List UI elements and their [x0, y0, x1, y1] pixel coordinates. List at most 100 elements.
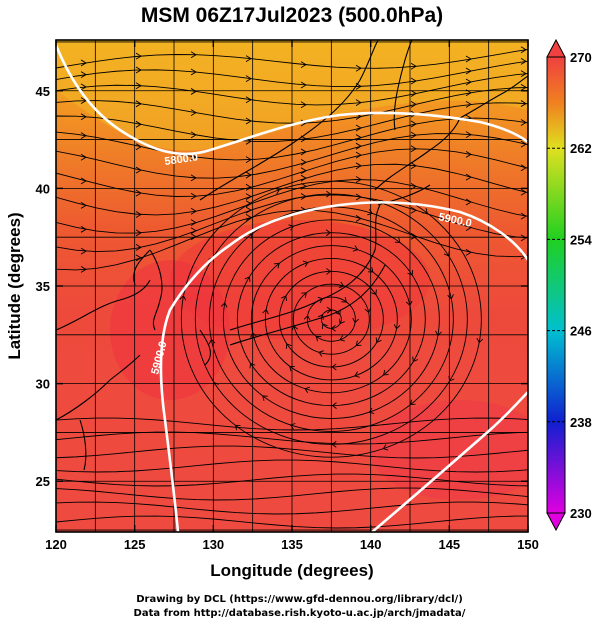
x-tick-label: 135	[281, 537, 303, 552]
streamline	[56, 60, 528, 87]
streamline-arrow	[410, 100, 417, 108]
streamline-arrow	[80, 83, 87, 91]
streamline-arrow	[250, 332, 257, 338]
streamline-arrow	[443, 250, 450, 257]
streamline-arrow	[410, 90, 417, 97]
streamline-arrow	[245, 171, 252, 179]
streamline-arrow	[520, 46, 527, 54]
streamline	[56, 417, 528, 431]
streamline	[56, 487, 528, 501]
x-tick-label: 125	[124, 537, 146, 552]
x-tick-label: 120	[45, 537, 67, 552]
streamline-arrow	[447, 294, 454, 300]
streamline-arrow	[300, 148, 307, 156]
streamline-arrow	[302, 260, 309, 267]
streamline-arrow	[325, 229, 331, 237]
colorbar-top-arrow	[546, 38, 566, 58]
coastlines	[56, 40, 528, 471]
streamline-arrow	[352, 317, 359, 324]
colorbar-bottom-arrow	[546, 512, 566, 532]
streamline-arrow	[135, 166, 142, 174]
streamline	[56, 73, 528, 106]
streamline-arrow	[520, 70, 527, 78]
streamline-arrow	[354, 371, 360, 378]
streamline-arrow	[520, 212, 527, 220]
streamline-arrow	[190, 68, 197, 76]
streamline-arrow	[289, 423, 296, 430]
streamline	[56, 431, 528, 445]
contour-5900-west	[159, 201, 528, 532]
streamline	[56, 501, 528, 515]
streamline-arrow	[135, 254, 142, 262]
streamline	[56, 194, 528, 253]
streamline-arrow	[80, 202, 87, 209]
streamline-arrow	[382, 444, 389, 451]
streamline-arrow	[135, 229, 142, 237]
streamline-arrow	[315, 335, 322, 342]
colorbar-tick-label: 246	[570, 324, 592, 339]
streamline-arrow	[80, 71, 87, 79]
streamline-arrow	[375, 337, 382, 344]
y-tick-label: 25	[36, 474, 50, 489]
streamline-arrow	[245, 75, 252, 83]
y-axis-label: Latitude (degrees)	[5, 212, 24, 359]
colorbar-tick-label: 238	[570, 415, 592, 430]
streamline	[250, 245, 412, 394]
x-tick-label: 145	[438, 537, 460, 552]
streamline-arrow	[410, 183, 417, 190]
streamline	[56, 102, 528, 142]
streamline-arrow	[274, 187, 281, 195]
streamline-arrow	[245, 213, 252, 221]
streamline-arrow	[355, 162, 362, 170]
credit-drawing: Drawing by DCL (https://www.gfd-dennou.o…	[136, 594, 463, 605]
streamline-arrow	[393, 324, 401, 330]
streamline-arrow	[135, 120, 142, 128]
streamline-arrow	[317, 314, 324, 320]
streamline-arrow	[465, 67, 472, 75]
plot-area: 5800.0 5900.0 5900.0	[56, 40, 528, 532]
streamline	[236, 232, 426, 407]
streamline-arrow	[190, 233, 197, 241]
streamline-arrow	[304, 386, 310, 394]
streamline-arrow	[135, 82, 142, 90]
streamline-arrow	[190, 174, 197, 182]
streamline-arrow	[341, 297, 347, 303]
streamline-arrow	[410, 162, 417, 170]
streamline-arrow	[245, 200, 252, 208]
streamline-arrow	[301, 292, 307, 298]
streamline	[306, 296, 356, 342]
colorbar-tick-label: 254	[570, 232, 592, 247]
streamline-arrow	[190, 207, 197, 215]
streamline-arrow	[355, 193, 362, 201]
streamline-arrow	[520, 58, 527, 65]
y-tick-label: 45	[36, 84, 50, 99]
warm-patch	[110, 260, 230, 400]
streamline-arrow	[355, 142, 362, 150]
streamline-arrow	[465, 151, 472, 158]
streamline-arrow	[190, 131, 197, 139]
streamline-arrow	[80, 97, 87, 105]
streamlines	[56, 46, 528, 529]
streamline-arrow	[220, 302, 228, 308]
streamline-arrow	[190, 109, 197, 117]
streamline	[56, 459, 528, 473]
streamline-arrow	[355, 134, 362, 141]
streamline-arrow	[300, 61, 307, 69]
streamline-arrow	[300, 101, 307, 109]
streamline	[292, 283, 370, 355]
streamline	[56, 163, 528, 216]
streamline-arrow	[355, 176, 362, 183]
streamline-arrow	[190, 192, 197, 200]
streamline-arrow	[520, 140, 527, 148]
y-tick-label: 40	[36, 181, 50, 196]
streamline-arrow	[371, 289, 377, 296]
streamline-arrow	[465, 198, 472, 206]
streamline-arrow	[135, 66, 142, 74]
colorbar-body	[546, 56, 566, 514]
streamline-arrow	[234, 424, 241, 431]
streamline-arrow	[321, 323, 328, 329]
colorbar: 230 238 246 254 262 270	[546, 38, 592, 532]
streamline-arrow	[135, 243, 142, 251]
streamline-arrow	[412, 356, 419, 363]
streamline-arrow	[330, 324, 336, 332]
